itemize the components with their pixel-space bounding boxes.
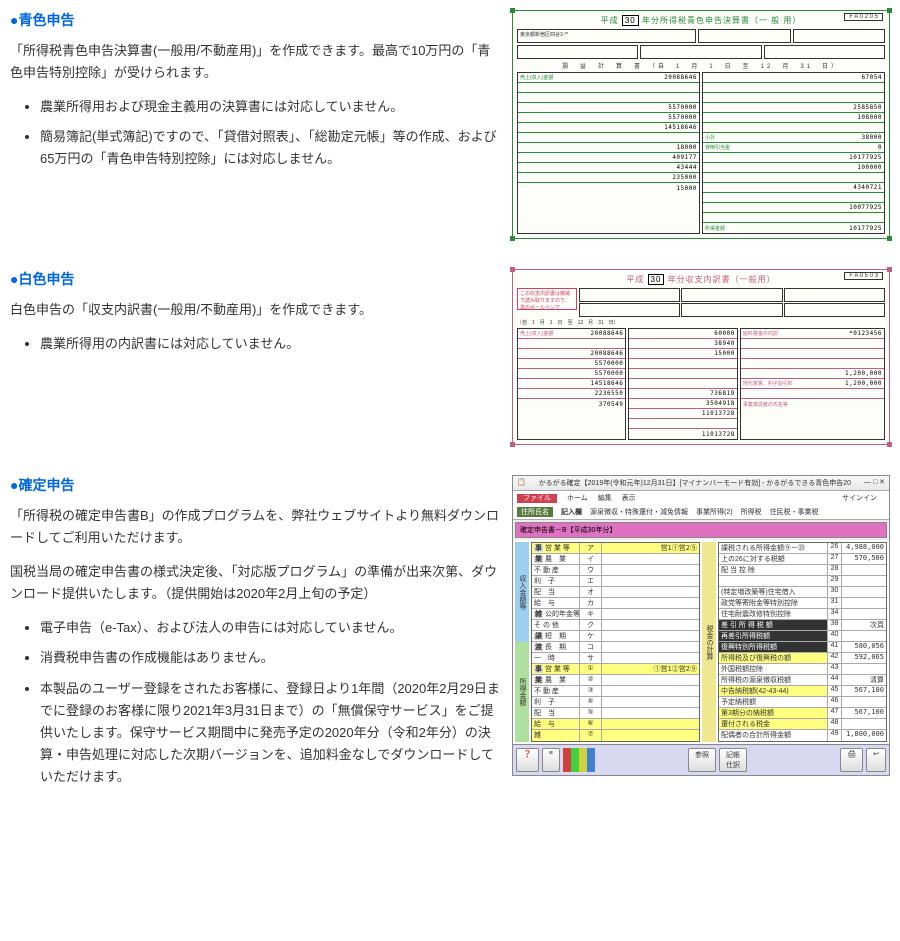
final-desc2: 国税当局の確定申告書の様式決定後、「対応版プログラム」の準備が出来次第、ダウンロ… — [10, 561, 500, 605]
left-data-table: 事 営 業 等ア営1①営2⑨業 農 業イ不 動 産ウ利 子エ配 当オ給 与カ雑 … — [531, 542, 700, 742]
tab[interactable]: 源泉徴収・特殊還付・減免情報 — [590, 507, 688, 517]
final-notes: 電子申告（e-Tax）、および法人の申告には対応していません。 消費税申告書の作… — [10, 617, 500, 788]
tabbar: 住所氏名 記入欄 源泉徴収・特殊還付・減免情報 事業所得(2) 所得税 住民税・… — [513, 505, 889, 520]
section-white: 白色申告 白色申告の「収支内訳書(一般用/不動産用)」を作成できます。 農業所得… — [10, 269, 890, 445]
blue-note: 農業所得用および現金主義用の決算書には対応していません。 — [40, 96, 500, 118]
blue-notes: 農業所得用および現金主義用の決算書には対応していません。 簡易簿記(単式簿記)で… — [10, 96, 500, 170]
blue-form-col: F A 0 2 0 5 平成 30 年分所得税青色申告決算書（一 般 用） 東京… — [512, 10, 890, 239]
white-desc: 白色申告の「収支内訳書(一般用/不動産用)」を作成できます。 — [10, 299, 500, 321]
final-note: 本製品のユーザー登録をされたお客様に、登録日より1年間（2020年2月29日まで… — [40, 678, 500, 788]
signin-link[interactable]: サインイン — [842, 493, 877, 503]
white-notes: 農業所得用の内訳書には対応していません。 — [10, 333, 500, 355]
blue-desc: 「所得税青色申告決算書(一般用/不動産用)」を作成できます。最高で10万円の「青… — [10, 40, 500, 84]
blue-form-mock: F A 0 2 0 5 平成 30 年分所得税青色申告決算書（一 般 用） 東京… — [512, 10, 890, 239]
tab[interactable]: 住民税・事業税 — [770, 507, 819, 517]
nav-button[interactable]: ≡ — [542, 748, 560, 772]
titlebar: 📋 かるがる確定【2019年(令和元年)12月31日】[マイナンバーモード有効]… — [513, 476, 889, 491]
left-side-labels: 収入金額等 所得金額 — [515, 542, 529, 742]
app-body: 収入金額等 所得金額 事 営 業 等ア営1①営2⑨業 農 業イ不 動 産ウ利 子… — [513, 540, 889, 744]
form-id: F A 0 2 0 5 — [844, 13, 883, 21]
tab[interactable]: 事業所得(2) — [696, 507, 733, 517]
right-side-labels: 税金の計算 — [702, 542, 716, 742]
final-desc1: 「所得税の確定申告書B」の作成プログラムを、弊社ウェブサイトより無料ダウンロード… — [10, 505, 500, 549]
blue-text-col: 青色申告 「所得税青色申告決算書(一般用/不動産用)」を作成できます。最高で10… — [10, 10, 500, 239]
final-note: 消費税申告書の作成機能はありません。 — [40, 647, 500, 669]
subheader: 損 益 計 算 書 （自 1 月 1 日 至 12 月 31 日） — [517, 61, 885, 70]
final-text-col: 確定申告 「所得税の確定申告書B」の作成プログラムを、弊社ウェブサイトより無料ダ… — [10, 475, 500, 796]
menu-item[interactable]: 表示 — [622, 495, 636, 502]
white-form-title: 平成 30 年分収支内訳書（一般用） — [517, 274, 885, 285]
pink-header: 確定申告書－B【平成30年分】 — [515, 522, 887, 538]
help-button[interactable]: ❓ — [516, 748, 539, 772]
bottombar: ❓ ≡ 参照 記帳仕訳 🖨 ↩ — [513, 744, 889, 775]
blue-note: 簡易簿記(単式簿記)ですので、「貸借対照表」、「総勘定元帳」等の作成、および65… — [40, 126, 500, 170]
section-final: 確定申告 「所得税の確定申告書B」の作成プログラムを、弊社ウェブサイトより無料ダ… — [10, 475, 890, 796]
final-heading: 確定申告 — [10, 475, 500, 495]
white-heading: 白色申告 — [10, 269, 500, 289]
white-note: 農業所得用の内訳書には対応していません。 — [40, 333, 500, 355]
blue-form-title: 平成 30 年分所得税青色申告決算書（一 般 用） — [517, 15, 885, 26]
menubar: ファイル ホーム 編集 表示 サインイン — [513, 491, 889, 505]
tab-label: 住所氏名 — [517, 507, 553, 517]
print-button[interactable]: 🖨 — [840, 748, 863, 772]
menu-item[interactable]: 編集 — [598, 495, 612, 502]
section-blue: 青色申告 「所得税青色申告決算書(一般用/不動産用)」を作成できます。最高で10… — [10, 10, 890, 239]
final-note: 電子申告（e-Tax）、および法人の申告には対応していません。 — [40, 617, 500, 639]
blue-form-right-col: 670542585850108000小計38000貸倒引当金0101779251… — [702, 72, 885, 234]
tab[interactable]: 記入欄 — [561, 507, 582, 517]
white-form-header: この収支内訳書は機械で読み取りますので、黒のボールペンで — [517, 288, 885, 317]
calc-button[interactable]: 記帳仕訳 — [719, 748, 747, 772]
blue-form-left-col: 売上(収入)金額20088646557000055700001451864618… — [517, 72, 700, 234]
menu-item[interactable]: ホーム — [567, 495, 588, 502]
tab[interactable]: 所得税 — [741, 507, 762, 517]
blue-heading: 青色申告 — [10, 10, 500, 30]
file-menu[interactable]: ファイル — [517, 494, 557, 503]
right-data-table: 課税される所得金額⑨－㉕264,988,000上の26に対する税額27570,5… — [718, 542, 887, 742]
blue-form-header: 東京都新宿区四谷3-** — [517, 29, 885, 43]
ref-button[interactable]: 参照 — [688, 748, 716, 772]
warning-box: この収支内訳書は機械で読み取りますので、黒のボールペンで — [517, 288, 577, 310]
final-app-col: 📋 かるがる確定【2019年(令和元年)12月31日】[マイナンバーモード有効]… — [512, 475, 890, 796]
form-id: F A 0 5 0 3 — [844, 272, 883, 280]
app-window: 📋 かるがる確定【2019年(令和元年)12月31日】[マイナンバーモード有効]… — [512, 475, 890, 776]
white-form-col: F A 0 5 0 3 平成 30 年分収支内訳書（一般用） この収支内訳書は機… — [512, 269, 890, 445]
app-title: かるがる確定【2019年(令和元年)12月31日】[マイナンバーモード有効] -… — [539, 478, 851, 488]
white-text-col: 白色申告 白色申告の「収支内訳書(一般用/不動産用)」を作成できます。 農業所得… — [10, 269, 500, 445]
blue-form-body: 売上(収入)金額20088646557000055700001451864618… — [517, 72, 885, 234]
white-form-mock: F A 0 5 0 3 平成 30 年分収支内訳書（一般用） この収支内訳書は機… — [512, 269, 890, 445]
close-button[interactable]: ↩ — [866, 748, 886, 772]
white-form-body: 売上(収入)金額20088646200886465570000557000014… — [517, 328, 885, 440]
window-controls[interactable]: — □ ✕ — [864, 478, 885, 488]
